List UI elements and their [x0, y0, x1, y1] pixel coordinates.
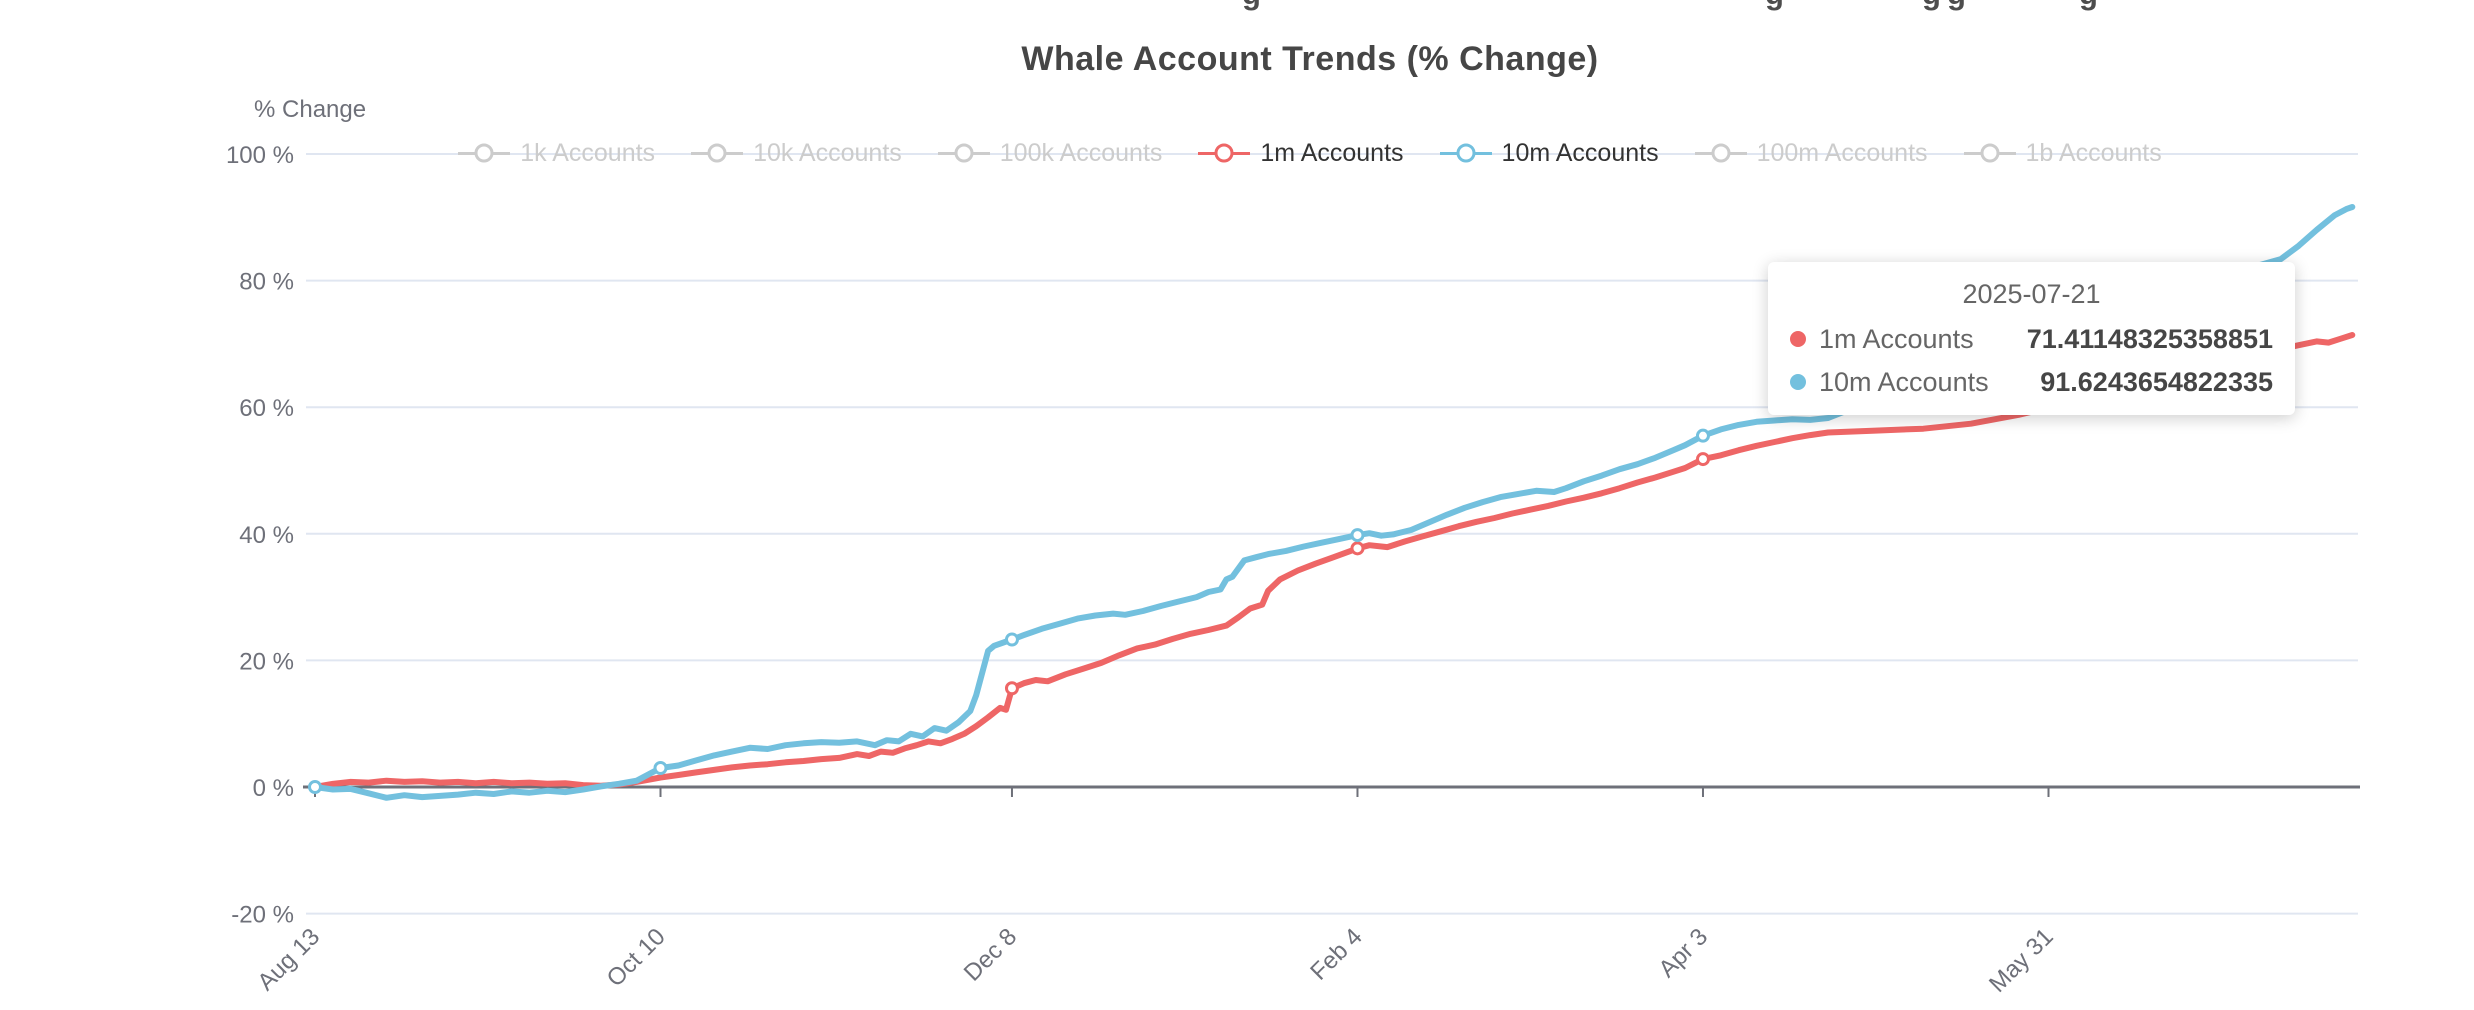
- x-tick-label: Apr 3: [1654, 923, 1714, 983]
- x-tick-label: Oct 10: [602, 923, 671, 992]
- data-point-marker[interactable]: [1350, 541, 1365, 556]
- legend-line-ring-icon: [1694, 143, 1747, 163]
- legend: 1k Accounts 10k Accounts 100k Accounts 1m A…: [310, 136, 2310, 170]
- data-point-marker[interactable]: [1695, 428, 1710, 443]
- tooltip-series-label: 1m Accounts: [1819, 324, 1974, 354]
- data-point-marker[interactable]: [653, 761, 668, 776]
- y-axis-name: % Change: [254, 96, 367, 123]
- legend-item-1b-accounts[interactable]: 1b Accounts: [1963, 138, 2162, 168]
- legend-item-label: 100k Accounts: [999, 138, 1163, 167]
- clipped-header-text: ggggg: [0, 0, 2474, 13]
- legend-item-1k-accounts[interactable]: 1k Accounts: [458, 139, 655, 168]
- x-tick-label: Aug 13: [252, 923, 325, 996]
- x-tick-label: May 31: [1984, 923, 2059, 998]
- tooltip-rows: 1m Accounts 71.41148325358851 10m Accounts…: [1790, 324, 2273, 397]
- legend-ring-icon: [707, 143, 727, 163]
- y-tick-label: 60 %: [239, 395, 294, 422]
- legend-item-label: 10m Accounts: [1501, 138, 1659, 167]
- legend-ring-icon: [1456, 143, 1476, 163]
- legend-item-100k-accounts[interactable]: 100k Accounts: [937, 138, 1163, 168]
- clipped-glyph: g: [2079, 0, 2098, 12]
- legend-item-label: 1m Accounts: [1260, 138, 1404, 167]
- y-tick-label: 40 %: [239, 522, 294, 549]
- legend-item-label: 1k Accounts: [520, 138, 656, 167]
- legend-line-ring-icon: [1198, 143, 1251, 163]
- tooltip-row: 1m Accounts 71.41148325358851: [1790, 324, 2273, 354]
- chart-title: Whale Account Trends (% Change): [1021, 40, 1599, 78]
- series-dot-icon: [1790, 374, 1806, 390]
- data-point-marker[interactable]: [1004, 632, 1019, 647]
- y-tick-label: 100 %: [226, 142, 294, 169]
- clipped-glyph: g: [1765, 0, 1784, 12]
- legend-ring-icon: [474, 143, 494, 163]
- x-tick-label: Dec 8: [959, 923, 1022, 986]
- y-tick-label: -20 %: [231, 902, 294, 929]
- tooltip-series-value: 91.6243654822335: [2040, 367, 2273, 397]
- data-point-marker[interactable]: [308, 780, 322, 794]
- legend-item-10k-accounts[interactable]: 10k Accounts: [691, 139, 902, 168]
- x-tick-label: Feb 4: [1305, 923, 1367, 985]
- clipped-glyph: g: [1922, 0, 1941, 12]
- y-tick-label: 0 %: [253, 775, 294, 802]
- y-tick-label: 80 %: [239, 269, 294, 296]
- data-point-marker[interactable]: [1350, 528, 1365, 543]
- series-line-10m-accounts: [312, 204, 2356, 801]
- data-point-marker[interactable]: [1695, 452, 1710, 467]
- legend-line-ring-icon: [1963, 143, 2016, 163]
- series-dot-icon: [1790, 331, 1806, 347]
- legend-item-label: 1b Accounts: [2025, 138, 2162, 167]
- legend-item-100m-accounts[interactable]: 100m Accounts: [1694, 138, 1928, 168]
- tooltip-series-label: 10m Accounts: [1819, 367, 1989, 397]
- legend-item-1m-accounts[interactable]: 1m Accounts: [1198, 138, 1404, 168]
- legend-ring-icon: [1980, 143, 2000, 163]
- clipped-glyph: g: [1947, 0, 1966, 12]
- legend-line-ring-icon: [937, 143, 990, 163]
- legend-line-ring-icon: [458, 143, 511, 163]
- chart-tooltip: 2025-07-21 1m Accounts 71.41148325358851 1…: [1768, 262, 2295, 415]
- legend-item-label: 100m Accounts: [1756, 138, 1928, 167]
- data-point-marker[interactable]: [1004, 681, 1019, 696]
- legend-ring-icon: [954, 143, 974, 163]
- legend-item-10m-accounts[interactable]: 10m Accounts: [1439, 138, 1659, 168]
- legend-item-label: 10k Accounts: [753, 138, 902, 167]
- tooltip-date: 2025-07-21: [1962, 279, 2101, 309]
- tooltip-row: 10m Accounts 91.6243654822335: [1790, 367, 2273, 397]
- y-tick-label: 20 %: [239, 648, 294, 675]
- legend-ring-icon: [1214, 143, 1234, 163]
- legend-ring-icon: [1711, 143, 1731, 163]
- legend-line-ring-icon: [691, 143, 744, 163]
- tooltip-series-value: 71.41148325358851: [2026, 324, 2273, 354]
- clipped-glyph: g: [1242, 0, 1261, 12]
- legend-line-ring-icon: [1439, 143, 1492, 163]
